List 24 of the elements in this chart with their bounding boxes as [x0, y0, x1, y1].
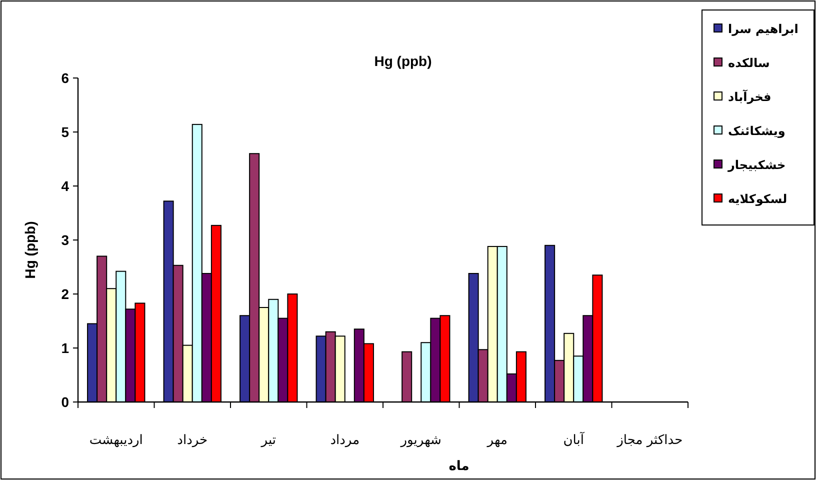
legend-label: سالکده — [728, 56, 770, 70]
legend-label: خشکبیجار — [727, 158, 786, 172]
y-axis-title: Hg (ppb) — [22, 221, 38, 279]
y-tick-label: 3 — [61, 232, 70, 248]
legend-label: ابراهیم سرا — [728, 22, 798, 36]
x-tick-label: خرداد — [177, 433, 208, 448]
y-tick-label: 4 — [61, 178, 70, 194]
x-axis-title: ماه — [448, 459, 470, 474]
legend-label: لسکوکلایه — [728, 192, 788, 206]
chart-title: Hg (ppb) — [374, 53, 432, 69]
x-tick-label: آبان — [563, 431, 586, 448]
x-tick-label: مهر — [486, 433, 508, 448]
y-tick-label: 1 — [61, 340, 70, 356]
x-tick-label: مرداد — [330, 433, 360, 448]
x-tick-label: اردیبهشت — [89, 433, 143, 448]
x-tick-label: شهریور — [400, 433, 442, 448]
legend-label: ویشکائنک — [728, 124, 786, 138]
y-tick-label: 5 — [61, 124, 70, 140]
x-tick-label: تیر — [260, 433, 276, 448]
y-tick-label: 0 — [61, 394, 70, 410]
legend-label: فخرآباد — [728, 89, 772, 104]
y-tick-label: 2 — [61, 286, 70, 302]
y-tick-label: 6 — [61, 70, 70, 86]
x-tick-label: حداکثر مجاز — [616, 433, 683, 448]
